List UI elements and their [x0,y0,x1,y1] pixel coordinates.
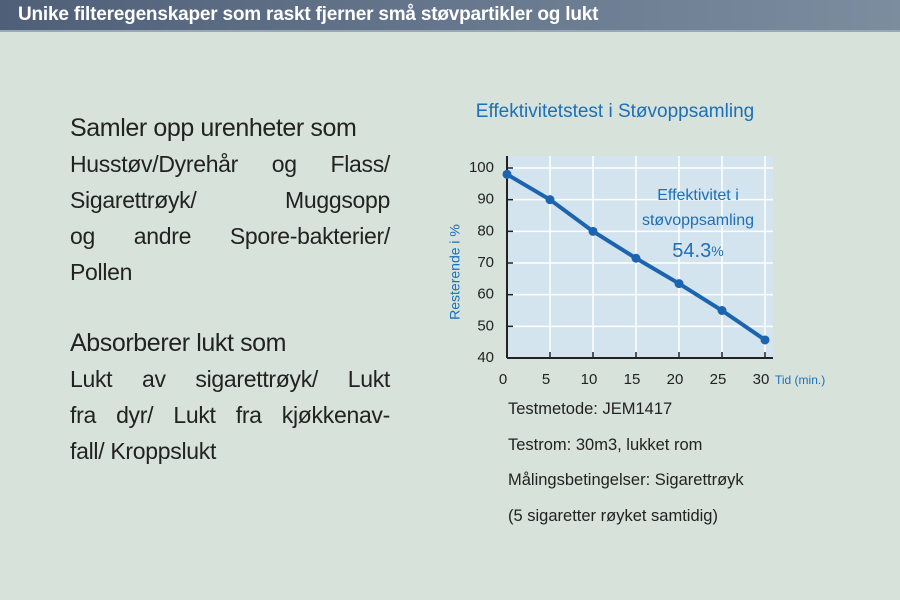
x-tick-label: 5 [542,371,550,388]
text-section: Absorberer lukt som Lukt av sigarettrøyk/… [70,325,390,469]
data-point [760,335,770,345]
section-heading: Absorberer lukt som [70,329,287,357]
test-note: Testrom: 30m3, lukket rom [508,435,703,454]
y-tick-label: 90 [477,191,494,208]
test-note: Målingsbetingelser: Sigarettrøyk [508,471,744,490]
annotation-text: støvoppsamling [642,212,754,229]
x-tick-label: 30 [753,371,770,388]
y-tick-label: 60 [477,286,494,303]
section-line: Lukt av sigarettrøyk/ Lukt [70,366,390,392]
y-tick-label: 100 [469,159,494,176]
section-line: fall/ Kroppslukt [70,438,217,464]
test-note: Testmetode: JEM1417 [508,400,673,418]
chart-title: Effektivitetstest i Støvoppsamling [476,101,754,122]
section-line: fra dyr/ Lukt fra kjøkkenav- [70,402,390,428]
x-tick-label: 20 [667,371,684,388]
section-line: og andre Spore-bakterier/ [70,223,390,249]
x-tick-label: 10 [581,371,598,388]
x-tick-label: 15 [624,371,641,388]
data-point [631,253,641,263]
x-tick-label: 25 [710,371,727,388]
x-tick-label: 0 [499,371,507,388]
section-line: Sigarettrøyk/ Muggsopp [70,187,390,213]
text-section: Samler opp urenheter som Husstøv/Dyrehår … [70,110,390,290]
data-point [545,195,555,205]
section-heading: Samler opp urenheter som [70,114,357,142]
data-point [674,279,684,289]
annotation-number: 54.3 [672,240,711,262]
x-axis-label: Tid (min.) [775,373,825,387]
y-tick-label: 50 [477,317,494,334]
data-point [717,306,727,315]
annotation-unit: % [711,243,723,259]
header: Unike filteregenskaper som raskt fjerner… [0,0,900,32]
data-point [502,169,512,179]
y-tick-label: 70 [477,254,494,271]
y-tick-label: 80 [477,222,494,239]
annotation-value: 54.3% [672,240,723,262]
section-line: Pollen [70,259,133,285]
y-axis-label: Resterende i % [447,224,463,320]
header-title: Unike filteregenskaper som raskt fjerner… [18,4,599,25]
data-point [588,226,598,236]
y-tick-label: 40 [477,349,494,366]
annotation-text: Effektivitet i [657,187,739,204]
section-line: Husstøv/Dyrehår og Flass/ [70,151,390,177]
test-note: (5 sigaretter røyket samtidig) [508,507,718,526]
